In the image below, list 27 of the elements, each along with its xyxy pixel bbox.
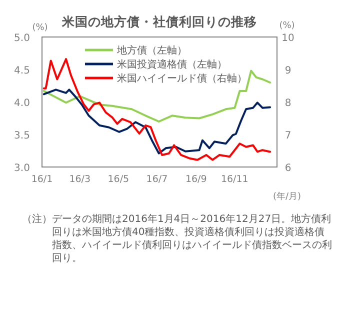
x-tick-label: 16/5 — [108, 174, 130, 185]
x-tick-label: 16/11 — [220, 174, 248, 185]
y2-tick-label: 9 — [284, 66, 292, 76]
y2-tick-label: 10 — [282, 33, 294, 44]
y-tick-label: 4.0 — [14, 98, 30, 109]
y-axis-title: (%) — [32, 23, 48, 33]
legend-label: 地方債（左軸） — [116, 44, 187, 56]
line-series — [42, 58, 272, 161]
y2-axis-title: (%) — [279, 21, 295, 31]
x-tick-label: 16/7 — [146, 174, 168, 185]
y2-tick-label: 6 — [284, 163, 292, 174]
legend-label: 米国投資適格債（左軸） — [117, 58, 227, 70]
line-series — [42, 88, 272, 154]
x-tick-label: 16/3 — [69, 174, 91, 185]
legend-label: 米国ハイイールド債（右軸） — [117, 72, 247, 84]
x-axis-title: (年/月) — [272, 191, 302, 202]
y2-tick-label: 7 — [284, 130, 292, 142]
y-tick-label: 3.5 — [14, 130, 30, 142]
y-tick-label: 3.0 — [14, 163, 30, 174]
y2-tick-label: 8 — [284, 98, 292, 109]
chart-title: 米国の地方債・社債利回りの推移 — [61, 14, 257, 29]
y-tick-label: 5.0 — [14, 33, 30, 44]
x-tick-label: 16/1 — [31, 174, 53, 185]
y-tick-label: 4.5 — [14, 66, 30, 76]
x-tick-label: 16/9 — [185, 174, 207, 185]
text: （注）データの期間は2016年1月4日～2016年12月27日。地方債利回りは米国地方債40種指数、投資適格債利回りは投資適格債指数、ハイイールド債利回りはハイイールド債指数ベースの利回り。 — [22, 213, 332, 264]
line-series — [42, 70, 272, 122]
